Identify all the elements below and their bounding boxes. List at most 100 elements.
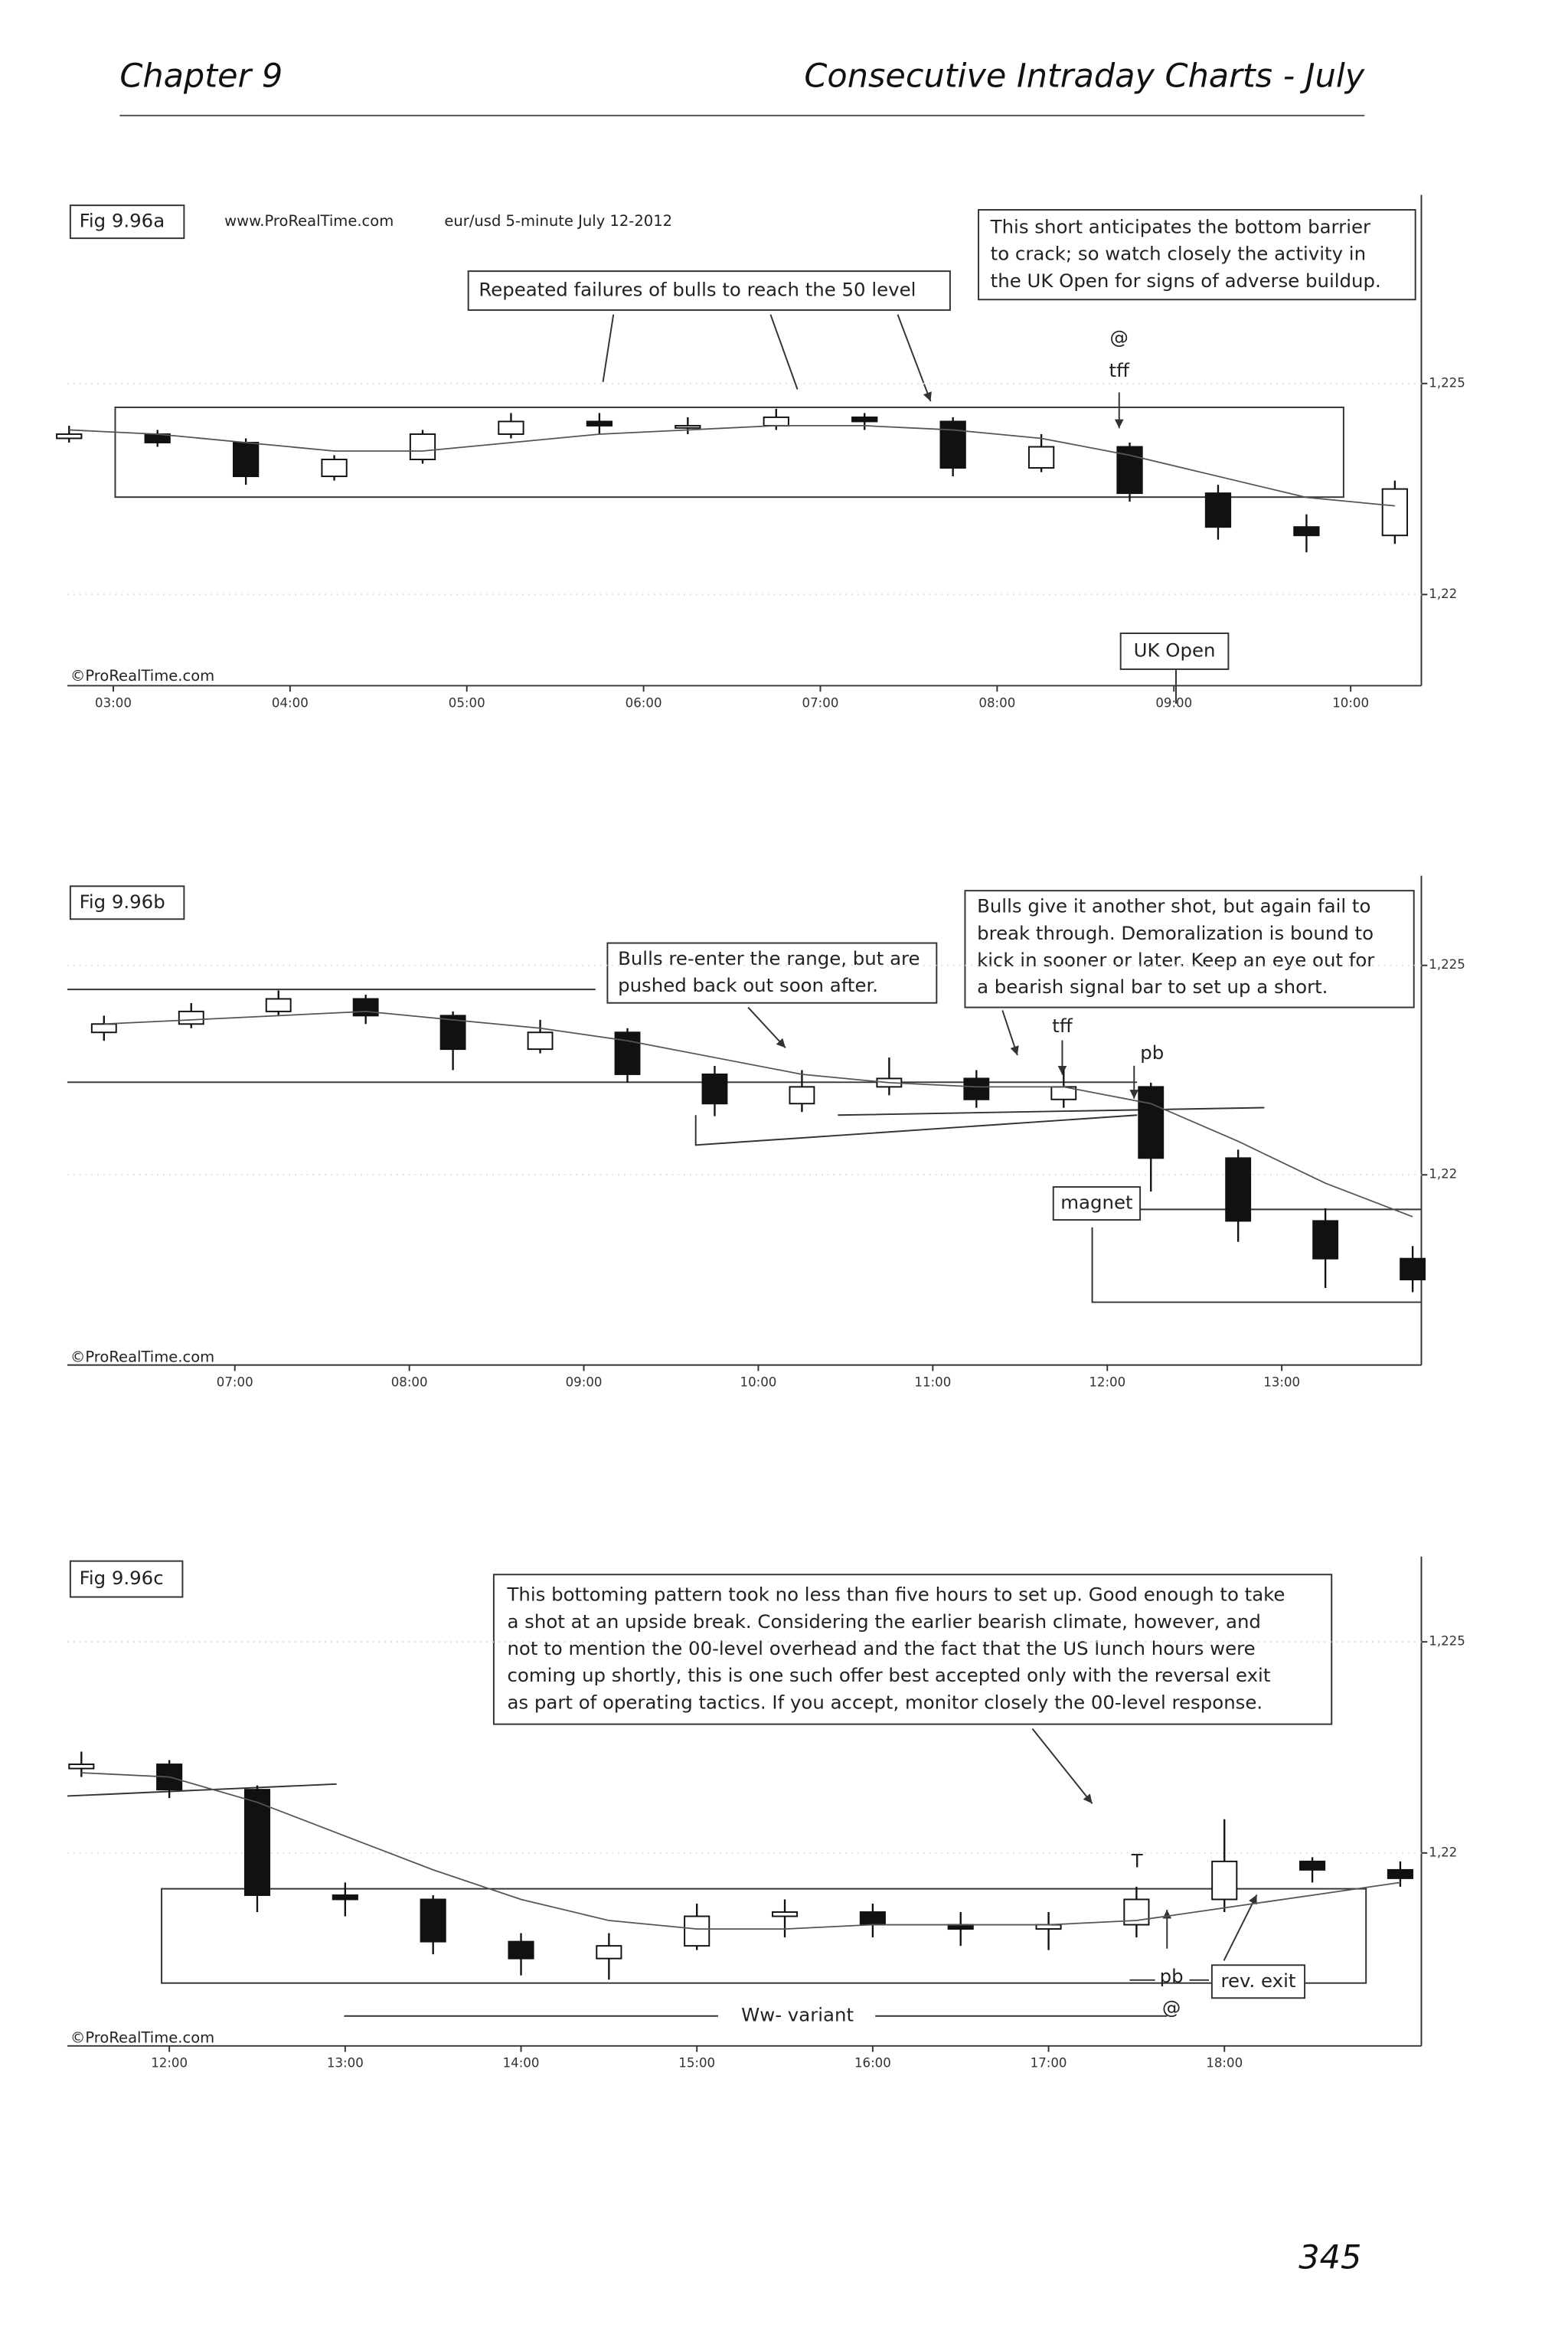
x-tick-label: 16:00 — [854, 2056, 891, 2071]
x-tick-label: 07:00 — [802, 695, 839, 710]
candle-body — [963, 1077, 990, 1100]
figure-label-box — [69, 1560, 184, 1598]
candle-body — [508, 1940, 534, 1960]
candle-body — [1027, 446, 1055, 469]
annotation: tff — [1109, 359, 1131, 381]
copyright: ©ProRealTime.com — [70, 2029, 214, 2047]
annotation: a shot at an upside break. Considering t… — [507, 1610, 1260, 1633]
x-tick-label: 06:00 — [626, 695, 662, 710]
candle-body — [763, 416, 789, 427]
x-tick-label: 04:00 — [272, 695, 309, 710]
y-tick-label: 1,22 — [1429, 587, 1457, 601]
moving-average — [81, 1772, 1401, 1930]
candle-body — [1204, 492, 1232, 528]
x-tick-label: 13:00 — [327, 2056, 364, 2071]
x-tick-label: 10:00 — [1332, 695, 1369, 710]
x-tick-label: 15:00 — [678, 2056, 715, 2071]
candle-body — [675, 424, 701, 429]
arrow — [602, 314, 931, 401]
candle-body — [939, 420, 966, 469]
candle-body — [56, 433, 83, 440]
chapter-title: Consecutive Intraday Charts - July — [804, 57, 1364, 96]
x-tick-label: 03:00 — [95, 695, 132, 710]
candle-body — [1299, 1860, 1326, 1871]
annotation-box — [492, 1574, 1333, 1725]
annotation: Repeated failures of bulls to reach the … — [479, 279, 916, 301]
annotation: tff — [1052, 1015, 1073, 1037]
candle-body — [90, 1023, 117, 1034]
x-tick-label: 12:00 — [1089, 1375, 1125, 1390]
figure-label: Fig 9.96c — [80, 1567, 164, 1589]
candle-body — [409, 433, 436, 460]
chapter: Chapter 9 — [119, 57, 283, 96]
annotation-box — [1119, 633, 1230, 670]
x-tick-label: 18:00 — [1206, 2056, 1243, 2071]
copyright: ©ProRealTime.com — [70, 667, 214, 685]
arrow — [747, 1006, 786, 1049]
annotation: Ww- variant — [741, 2004, 854, 2026]
annotation-box — [978, 209, 1416, 301]
annotation: kick in sooner or later. Keep an eye out… — [977, 949, 1375, 971]
candle-body — [265, 998, 292, 1012]
candle-body — [1400, 1257, 1426, 1281]
candle-body — [614, 1031, 641, 1075]
x-tick-label: 07:00 — [217, 1375, 253, 1390]
candle-body — [1211, 1860, 1238, 1901]
annotation: T — [1131, 1849, 1143, 1871]
candle-body — [232, 441, 260, 478]
candle-body — [1138, 1086, 1165, 1159]
annotation: pushed back out soon after. — [618, 974, 878, 996]
x-tick-label: 14:00 — [503, 2056, 540, 2071]
moving-average — [69, 425, 1395, 507]
candle-body — [859, 1911, 886, 1926]
y-tick-label: 1,22 — [1429, 1845, 1457, 1859]
page-number: 345 — [1298, 2239, 1361, 2277]
x-tick-label: 11:00 — [914, 1375, 951, 1390]
annotation: to crack; so watch closely the activity … — [991, 243, 1366, 265]
candle-body — [1225, 1157, 1252, 1222]
annotation-box — [1052, 1186, 1142, 1221]
figure-label-box — [69, 885, 185, 920]
candle-body — [352, 998, 379, 1017]
figure-label-box — [69, 204, 185, 240]
annotation-box — [964, 890, 1415, 1008]
annotation: as part of operating tactics. If you acc… — [507, 1691, 1263, 1713]
level-lines — [67, 989, 1422, 1303]
candle-body — [498, 420, 524, 435]
x-tick-label: 09:00 — [1155, 695, 1192, 710]
annotation: not to mention the 00-level overhead and… — [507, 1637, 1255, 1659]
annotation: Bulls give it another shot, but again fa… — [977, 895, 1370, 917]
moving-average — [103, 1010, 1413, 1218]
candle-body — [68, 1764, 95, 1770]
candle-body — [1387, 1868, 1413, 1879]
annotation: Bulls re-enter the range, but are — [618, 947, 920, 969]
annotation: pb — [1140, 1041, 1164, 1064]
x-tick-label: 10:00 — [740, 1375, 777, 1390]
annotation: rev. exit — [1220, 1969, 1295, 1992]
candle-body — [771, 1911, 799, 1917]
candle-body — [586, 420, 613, 427]
x-tick-label: 05:00 — [449, 695, 485, 710]
annotation: a bearish signal bar to set up a short. — [977, 976, 1328, 998]
arrow — [1223, 1894, 1258, 1961]
candle-body — [684, 1915, 710, 1947]
x-tick-label: 12:00 — [151, 2056, 188, 2071]
x-tick-label: 08:00 — [391, 1375, 428, 1390]
annotation-box — [467, 270, 951, 311]
y-tick-label: 1,22 — [1429, 1167, 1457, 1182]
annotation: @ — [1110, 326, 1129, 348]
candle-body — [1312, 1220, 1339, 1260]
annotation: pb — [1160, 1965, 1184, 1987]
copyright: ©ProRealTime.com — [70, 1348, 214, 1365]
y-tick-label: 1,225 — [1429, 375, 1465, 390]
candle-body — [789, 1086, 815, 1105]
x-tick-label: 13:00 — [1263, 1375, 1300, 1390]
annotation: the UK Open for signs of adverse buildup… — [991, 270, 1381, 292]
x-tick-label: 09:00 — [566, 1375, 603, 1390]
candle-body — [178, 1010, 204, 1025]
annotation: coming up shortly, this is one such offe… — [507, 1664, 1270, 1686]
annotation: UK Open — [1134, 639, 1216, 661]
source: www.ProRealTime.com — [224, 212, 394, 230]
candle-body — [701, 1073, 728, 1105]
annotation: @ — [1162, 1996, 1181, 2018]
